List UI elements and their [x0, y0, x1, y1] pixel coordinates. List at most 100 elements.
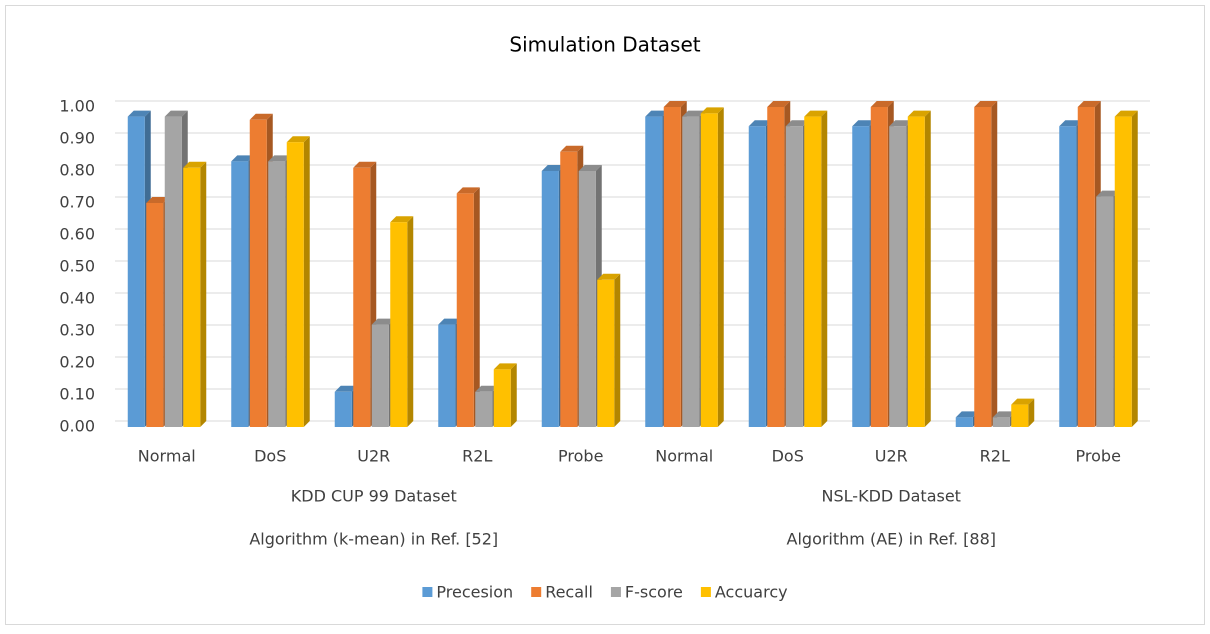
bar-top — [1114, 110, 1138, 117]
legend-label: Accuarcy — [715, 583, 788, 602]
bar-top — [1096, 190, 1120, 197]
bar-top — [438, 318, 462, 325]
bar-top — [748, 120, 772, 127]
bar-front — [456, 193, 474, 427]
bar-front — [785, 126, 803, 427]
bar-front — [748, 126, 766, 427]
bar-front — [992, 417, 1010, 427]
bar — [804, 110, 828, 427]
bar-top — [541, 165, 565, 171]
x-tick-label: U2R — [875, 447, 908, 466]
bar-side — [473, 187, 480, 427]
bar-front — [645, 116, 663, 427]
chart-title: Simulation Dataset — [509, 33, 700, 57]
bar-top — [700, 107, 724, 114]
bar — [1011, 398, 1035, 427]
bar-side — [407, 216, 414, 427]
bar-top — [597, 273, 621, 280]
legend-swatch — [700, 587, 711, 597]
y-tick-label: 0.70 — [59, 193, 95, 212]
bar-top — [164, 110, 188, 117]
bar-front — [286, 142, 304, 427]
bar-top — [1011, 398, 1035, 405]
bar-front — [475, 391, 493, 427]
y-tick-label: 0.40 — [59, 289, 95, 308]
bar-front — [146, 203, 164, 427]
y-tick-label: 0.50 — [59, 257, 95, 276]
bar-front — [1114, 116, 1132, 427]
bar-top — [493, 363, 517, 370]
bar-front — [164, 116, 182, 427]
bar-front — [560, 151, 578, 428]
legend-label: F-score — [625, 583, 683, 602]
y-tick-label: 0.20 — [59, 353, 95, 372]
bar-side — [717, 107, 724, 428]
x-tick-label: U2R — [357, 447, 390, 466]
bar-front — [390, 222, 408, 427]
bar — [597, 273, 621, 427]
bar-front — [183, 167, 201, 428]
bar-front — [682, 116, 700, 427]
bar-top — [390, 216, 414, 223]
bar-front — [907, 116, 925, 427]
y-tick-label: 0.60 — [59, 225, 95, 244]
bar-top — [663, 101, 687, 107]
bar-front — [334, 391, 352, 427]
bar-front — [852, 126, 870, 427]
bar-top — [146, 197, 170, 203]
bar — [286, 136, 310, 427]
bar-top — [231, 155, 255, 162]
bar-front — [1011, 404, 1029, 427]
bar — [1114, 110, 1138, 427]
x-tick-label: R2L — [462, 447, 492, 466]
bar-front — [1077, 107, 1095, 427]
x-tick-label: Probe — [1076, 447, 1121, 466]
group-algorithm: Algorithm (k-mean) in Ref. [52] — [249, 530, 498, 549]
bar-front — [578, 171, 596, 427]
bar-top — [1059, 120, 1083, 127]
bar-top — [268, 155, 292, 162]
legend-swatch — [422, 587, 433, 597]
legend-label: Precesion — [436, 583, 513, 602]
bar-top — [682, 110, 706, 117]
bar-top — [870, 101, 894, 107]
bar-top — [955, 411, 979, 418]
bar-front — [353, 167, 371, 428]
y-tick-label: 0.80 — [59, 161, 95, 180]
bar-top — [907, 110, 931, 117]
bar-front — [1059, 126, 1077, 427]
bar-top — [804, 110, 828, 117]
bar-top — [183, 161, 207, 168]
bar — [390, 216, 414, 427]
bar-side — [303, 136, 310, 427]
legend-swatch — [610, 587, 621, 597]
bar-side — [1028, 398, 1035, 427]
bar-front — [371, 324, 389, 427]
bar-top — [456, 187, 480, 194]
bar-top — [127, 110, 151, 117]
x-tick-label: Normal — [138, 447, 196, 466]
x-tick-label: Normal — [655, 447, 713, 466]
bar-front — [700, 113, 718, 428]
bar-top — [286, 136, 310, 143]
bar-front — [438, 324, 456, 427]
bar-front — [955, 417, 973, 427]
bar-top — [1077, 101, 1101, 107]
y-tick-label: 1.00 — [59, 97, 95, 116]
group-algorithm: Algorithm (AE) in Ref. [88] — [787, 530, 996, 549]
x-tick-label: Probe — [558, 447, 603, 466]
bar-front — [663, 107, 681, 427]
bar-side — [924, 110, 931, 427]
bar-side — [991, 101, 998, 427]
bar-front — [870, 107, 888, 427]
bar — [700, 107, 724, 428]
bar-front — [804, 116, 822, 427]
bar-top — [767, 101, 791, 107]
bar-top — [475, 385, 499, 392]
bar-side — [1131, 110, 1138, 427]
bar-front — [974, 107, 992, 427]
bar-top — [371, 318, 395, 325]
bar-side — [200, 161, 207, 428]
bar-side — [821, 110, 828, 427]
